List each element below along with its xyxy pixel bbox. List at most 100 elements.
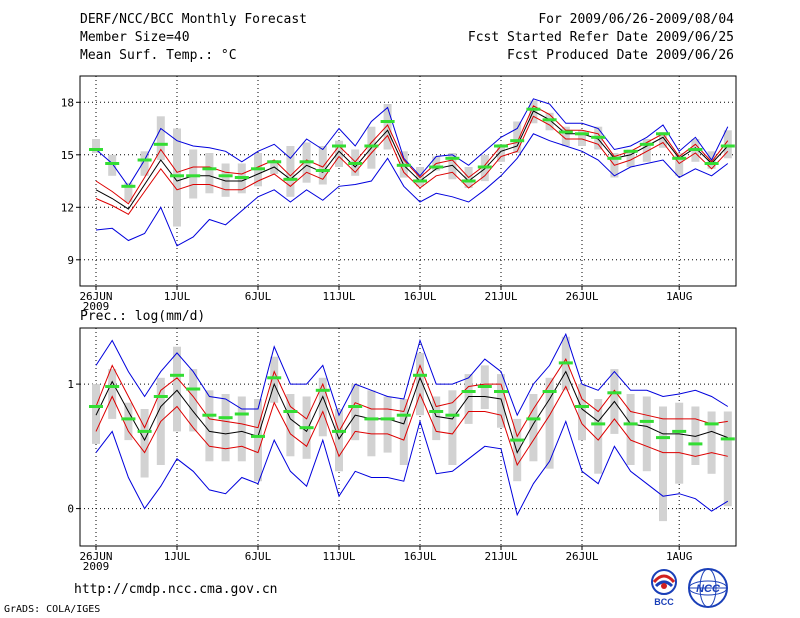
y-tick-label: 0 [67, 503, 74, 516]
forecast-marker [267, 376, 282, 380]
forecast-marker [170, 174, 184, 178]
y-tick-label: 18 [61, 96, 74, 109]
ensemble-range-box [416, 352, 424, 416]
ensemble-range-box [626, 394, 635, 465]
x-tick-label: 16JUL [403, 550, 436, 563]
ensemble-range-box [432, 396, 441, 441]
ensemble-range-box [675, 153, 684, 176]
forecast-marker [234, 412, 249, 416]
ensemble-range-box [626, 149, 635, 167]
ensemble-range-box [529, 394, 538, 462]
ensemble-range-box [513, 121, 522, 153]
ensemble-range-box [383, 396, 392, 453]
x-tick-label: 26JUN [79, 550, 112, 563]
x-tick-label: 21JUL [484, 550, 517, 563]
forecast-marker [656, 436, 670, 440]
ensemble-range-box [448, 390, 457, 465]
forecast-marker [688, 148, 703, 151]
forecast-marker [639, 142, 654, 146]
x-tick-label: 6JUL [245, 290, 272, 303]
forecast-marker [299, 160, 314, 164]
ensemble-range-box [723, 411, 732, 507]
ensemble-range-box [497, 144, 505, 162]
x-tick-label: 6JUL [245, 550, 272, 563]
forecast-marker [380, 120, 395, 123]
forecast-marker [429, 165, 444, 169]
ensemble-range-box [140, 151, 149, 176]
source-url[interactable]: http://cmdp.ncc.cma.gov.cn [74, 582, 278, 597]
ensemble-range-box [318, 377, 327, 437]
forecast-marker [542, 118, 557, 122]
forecast-marker [137, 158, 152, 162]
ensemble-range-box [221, 394, 230, 462]
series-line-ensemble-mean [95, 370, 728, 454]
series-line-lower [95, 115, 729, 215]
ensemble-range-box [416, 167, 424, 187]
ensemble-range-box [173, 128, 181, 227]
bcc-logo-text: BCC [654, 597, 674, 607]
forecast-marker [186, 387, 201, 391]
series-line-upper [95, 358, 728, 438]
ensemble-range-box [723, 130, 732, 159]
series-line-ensemble-mean [95, 110, 729, 210]
ensemble-range-box [675, 402, 684, 484]
ensemble-range-box [173, 346, 181, 432]
ensemble-range-box [448, 153, 457, 180]
forecast-marker [688, 442, 703, 446]
forecast-marker [477, 165, 492, 169]
forecast-marker [639, 419, 654, 423]
forecast-marker [105, 385, 120, 388]
forecast-marker [364, 417, 379, 421]
x-tick-label: 1AUG [666, 550, 693, 563]
forecast-marker [267, 160, 282, 164]
ensemble-range-box [497, 374, 505, 428]
x-tick-label: 1AUG [666, 290, 693, 303]
ensemble-range-box [205, 390, 214, 462]
forecast-marker [234, 176, 249, 179]
x-tick-label: 1JUL [164, 550, 191, 563]
x-tick-label: 1JUL [164, 290, 191, 303]
ncc-logo-text: NCC [696, 583, 721, 595]
x-tick-year-label: 2009 [83, 560, 110, 573]
forecast-marker [704, 162, 719, 165]
forecast-marker [591, 135, 606, 139]
ensemble-range-box [707, 411, 716, 474]
forecast-marker [380, 417, 395, 421]
ensemble-range-box [156, 116, 165, 160]
forecast-period: For 2009/06/26-2009/08/04 [538, 12, 734, 27]
ensemble-range-box [92, 139, 100, 153]
ensemble-range-box [578, 384, 586, 441]
variable-label: Mean Surf. Temp.: °C [80, 48, 237, 63]
forecast-marker [494, 144, 508, 148]
produced-date: Fcst Produced Date 2009/06/26 [507, 48, 734, 63]
forecast-marker [720, 437, 735, 441]
series-line-min [95, 133, 729, 247]
forecast-marker [105, 162, 120, 165]
forecast-marker [251, 434, 265, 438]
forecast-marker [315, 388, 330, 392]
forecast-marker [558, 361, 573, 365]
ensemble-range-box [108, 369, 117, 419]
forecast-marker [672, 156, 687, 160]
member-size: Member Size=40 [80, 30, 190, 45]
forecast-marker [656, 132, 670, 136]
x-tick-year-label: 2009 [83, 300, 110, 313]
ensemble-range-box [124, 182, 133, 203]
forecast-marker [170, 373, 184, 377]
ensemble-range-box [351, 384, 360, 441]
forecast-marker [396, 413, 411, 417]
series-line-max [95, 332, 729, 417]
chart-title: DERF/NCC/BCC Monthly Forecast [80, 12, 307, 27]
y-tick-label: 12 [61, 201, 74, 214]
ensemble-range-box [124, 402, 133, 441]
ensemble-range-box [108, 154, 117, 176]
series-line-min [95, 419, 729, 517]
forecast-marker [89, 405, 103, 408]
forecast-marker [413, 373, 427, 377]
forecast-marker [315, 169, 330, 172]
forecast-marker [607, 391, 622, 395]
forecast-marker [153, 395, 168, 398]
series-line-upper [95, 105, 729, 205]
forecast-marker [477, 385, 492, 388]
